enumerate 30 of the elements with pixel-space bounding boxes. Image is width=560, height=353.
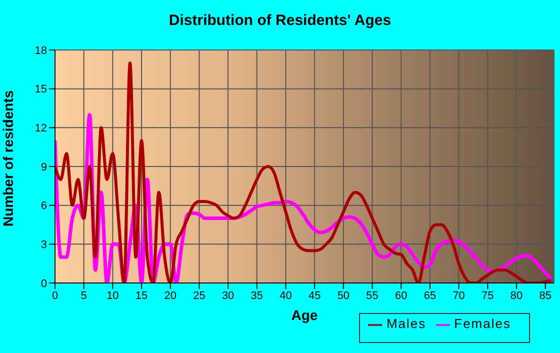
y-tick-label: 3 <box>40 239 47 252</box>
legend-label: Females <box>454 316 511 331</box>
x-tick-label: 5 <box>80 290 87 302</box>
x-tick-label: 40 <box>280 290 292 302</box>
x-tick-label: 60 <box>395 290 408 302</box>
y-tick-label: 12 <box>34 122 47 135</box>
x-tick-label: 10 <box>106 290 119 302</box>
y-tick-label: 0 <box>40 278 47 290</box>
x-tick-label: 35 <box>250 290 264 302</box>
y-tick-label: 6 <box>40 200 47 212</box>
x-tick-label: 25 <box>193 290 206 302</box>
x-tick-label: 65 <box>424 290 436 302</box>
x-tick-label: 80 <box>510 290 523 302</box>
y-tick-label: 15 <box>34 84 47 96</box>
x-tick-label: 15 <box>135 290 148 302</box>
x-tick-label: 70 <box>452 290 465 302</box>
y-axis-title: Number of residents <box>0 90 16 226</box>
x-tick-label: 85 <box>539 290 552 302</box>
x-tick-label: 75 <box>482 290 494 302</box>
x-tick-label: 45 <box>308 290 321 302</box>
legend-label: Males <box>386 316 426 331</box>
x-tick-label: 0 <box>52 290 58 302</box>
x-tick-label: 20 <box>164 290 176 302</box>
y-tick-label: 18 <box>34 44 47 57</box>
chart-title: Distribution of Residents' Ages <box>168 12 392 29</box>
x-tick-label: 30 <box>222 290 234 302</box>
x-tick-label: 55 <box>366 290 378 302</box>
y-tick-label: 9 <box>40 161 47 174</box>
x-axis-title: Age <box>291 306 318 323</box>
x-tick-label: 50 <box>337 290 350 302</box>
